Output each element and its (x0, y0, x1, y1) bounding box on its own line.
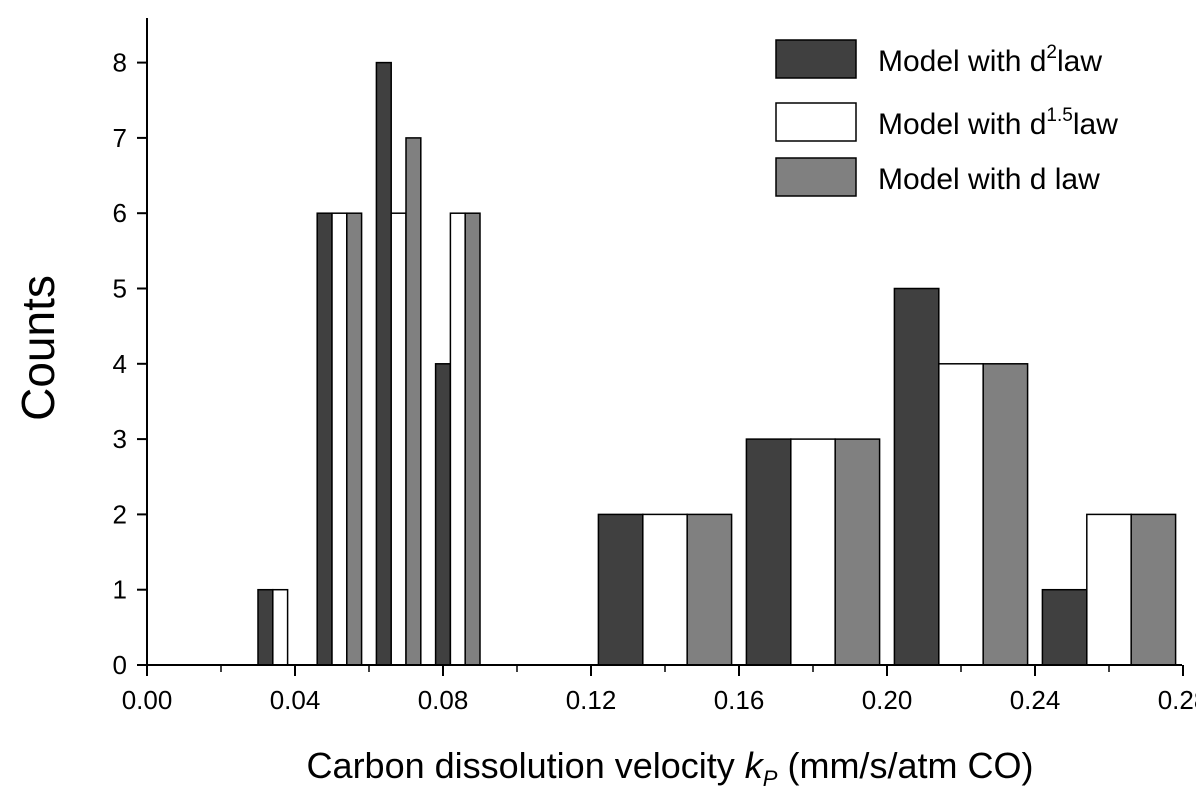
bar-series-3-bin-5 (834, 438, 881, 666)
x-tick-label-0.00: 0.00 (122, 685, 173, 715)
x-axis-title-unit: (mm/s/atm CO) (777, 745, 1033, 786)
y-tick-label-7: 7 (113, 123, 127, 153)
legend-label-1: Model with d2law (878, 42, 1102, 78)
legend-swatch-2 (775, 102, 857, 142)
y-tick-label-0: 0 (113, 650, 127, 680)
y-tick-label-3: 3 (113, 424, 127, 454)
x-axis-title-main: Carbon dissolution velocity (307, 745, 745, 786)
legend-label-2-text: Model with d (878, 108, 1046, 141)
y-tick-label-5: 5 (113, 274, 127, 304)
legend-label-1-suffix: law (1057, 45, 1102, 78)
x-tick-label-0.04: 0.04 (270, 685, 321, 715)
bar-series-1-bin-3 (375, 61, 392, 666)
axes-layer: 0 1 2 3 4 5 6 7 8 0.00 0.04 0.08 0.12 0.16 0.20 0.24 0.2… (113, 18, 1196, 715)
bars-layer (257, 61, 1177, 666)
bar-series-2-bin-8 (1086, 513, 1132, 666)
y-axis-title: Counts (12, 275, 64, 421)
bar-series-3-bin-4 (686, 513, 733, 666)
x-axis-title-subscript: P (763, 766, 778, 791)
bar-series-2-bin-3 (390, 212, 407, 666)
legend-swatch-3 (775, 157, 857, 197)
x-tick-label-0.16: 0.16 (714, 685, 765, 715)
legend-label-1-superscript: 2 (1046, 42, 1057, 63)
y-tick-label-6: 6 (113, 198, 127, 228)
bar-series-3-bin-6 (982, 363, 1029, 666)
x-tick-label-0.20: 0.20 (862, 685, 913, 715)
bar-series-2-bin-1 (272, 588, 289, 666)
y-tick-label-1: 1 (113, 575, 127, 605)
x-tick-label-0.28: 0.28 (1158, 685, 1196, 715)
bar-series-2-bin-7 (938, 363, 984, 666)
bar-series-1-bin-4 (434, 363, 452, 666)
bar-series-1-bin-7 (893, 287, 940, 666)
bar-series-1-bin-8 (1041, 588, 1088, 666)
x-tick-label-0.24: 0.24 (1010, 685, 1061, 715)
bar-series-3-bin-3 (464, 212, 481, 666)
legend-label-3: Model with d law (878, 163, 1100, 196)
y-tick-label-4: 4 (113, 349, 127, 379)
bar-series-3-bin-7 (1130, 513, 1177, 666)
bar-series-1-bin-2 (316, 212, 333, 666)
bar-series-3-bin-1 (346, 212, 363, 666)
legend-swatch-1 (775, 39, 857, 79)
bar-series-2-bin-6 (790, 438, 836, 666)
x-tick-label-0.12: 0.12 (566, 685, 617, 715)
bar-series-2-bin-4 (449, 212, 466, 666)
legend-label-2-suffix: law (1073, 108, 1118, 141)
bar-series-1-bin-5 (597, 513, 644, 666)
legend-label-2: Model with d1.5law (878, 105, 1118, 141)
legend-label-3-text: Model with d law (878, 163, 1100, 196)
bar-series-1-bin-6 (745, 438, 792, 666)
x-tick-label-0.08: 0.08 (418, 685, 469, 715)
legend-label-2-superscript: 1.5 (1046, 105, 1072, 126)
bar-series-3-bin-2 (405, 137, 422, 666)
bar-series-2-bin-5 (642, 513, 688, 666)
legend-label-1-text: Model with d (878, 45, 1046, 78)
x-axis-title-symbol: k (745, 745, 765, 786)
bar-series-1-bin-1 (257, 588, 274, 666)
y-tick-label-8: 8 (113, 48, 127, 78)
x-axis-title: Carbon dissolution velocity kP (mm/s/atm… (307, 745, 1034, 791)
y-tick-label-2: 2 (113, 499, 127, 529)
bar-series-2-bin-2 (331, 212, 348, 666)
